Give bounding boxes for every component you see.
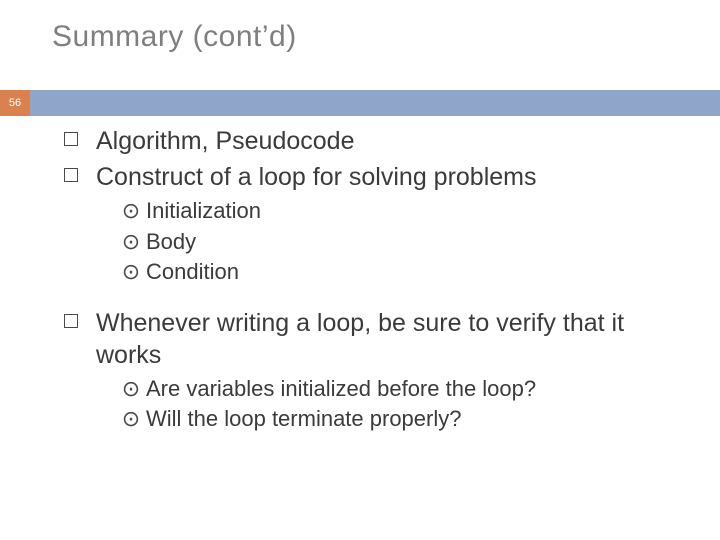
bullet-text: Are variables initialized before the loo… [146,375,536,404]
circled-dot-icon: ⊙ [120,228,142,257]
square-bullet-icon [64,168,78,182]
bullet-level2: ⊙ Body [120,228,690,257]
bullet-level2: ⊙ Are variables initialized before the l… [120,375,690,404]
bullet-level1: Whenever writing a loop, be sure to veri… [64,307,690,371]
slide: Summary (cont’d) 56 Algorithm, Pseudocod… [0,0,720,540]
bullet-text: Construct of a loop for solving problems [96,161,537,193]
square-bullet-icon [64,132,78,146]
circled-dot-icon: ⊙ [120,375,142,404]
accent-bar [30,90,720,116]
bullet-text: Will the loop terminate properly? [146,405,461,434]
bullet-text: Algorithm, Pseudocode [96,125,354,157]
circled-dot-icon: ⊙ [120,258,142,287]
bullet-text: Condition [146,258,239,287]
spacer [40,289,690,307]
bullet-text: Initialization [146,197,261,226]
header-bar: 56 [0,90,720,116]
bullet-level2: ⊙ Condition [120,258,690,287]
circled-dot-icon: ⊙ [120,197,142,226]
bullet-text: Body [146,228,196,257]
square-bullet-icon [64,314,78,328]
bullet-level1: Construct of a loop for solving problems [64,161,690,193]
bullet-level1: Algorithm, Pseudocode [64,125,690,157]
circled-dot-icon: ⊙ [120,405,142,434]
bullet-text: Whenever writing a loop, be sure to veri… [96,307,690,371]
bullet-level2: ⊙ Will the loop terminate properly? [120,405,690,434]
bullet-level2: ⊙ Initialization [120,197,690,226]
content-area: Algorithm, Pseudocode Construct of a loo… [40,125,690,436]
slide-title: Summary (cont’d) [52,20,297,54]
page-number-badge: 56 [0,90,30,116]
